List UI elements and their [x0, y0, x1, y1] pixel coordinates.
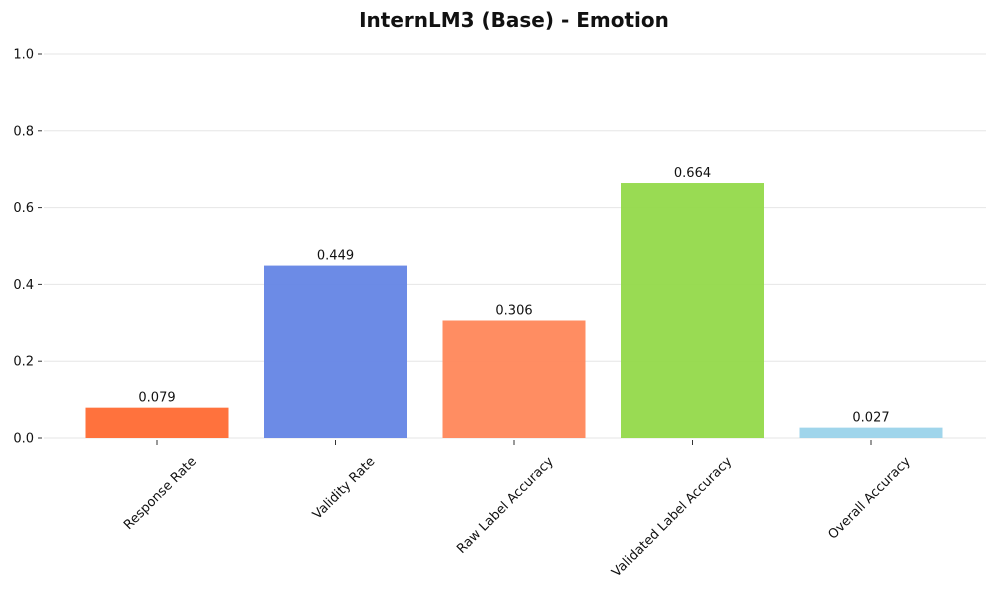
bar	[621, 183, 764, 438]
y-tick-label: 0.4	[13, 278, 34, 293]
y-tick-label: 0.2	[13, 355, 34, 370]
bar	[85, 407, 229, 438]
y-axis: 0.0 0.2 0.4 0.6 0.8 1.0	[13, 48, 42, 447]
x-tick-label: Validity Rate	[310, 454, 378, 522]
chart-title: InternLM3 (Base) - Emotion	[359, 8, 669, 32]
value-label: 0.664	[674, 166, 711, 181]
bar-layer	[85, 183, 943, 438]
bar	[799, 427, 943, 438]
x-tick-label: Overall Accuracy	[825, 454, 914, 543]
x-tick-label: Validated Label Accuracy	[609, 454, 735, 580]
y-tick-label: 0.0	[13, 432, 34, 447]
value-label: 0.306	[495, 303, 532, 318]
x-tick-label: Response Rate	[121, 454, 200, 533]
value-label: 0.449	[317, 249, 354, 264]
y-tick-label: 0.8	[13, 124, 34, 139]
x-tick-label: Raw Label Accuracy	[454, 454, 557, 557]
bar	[442, 320, 586, 438]
x-axis: Response Rate Validity Rate Raw Label Accu…	[121, 440, 914, 580]
y-tick-label: 0.6	[13, 201, 34, 216]
value-label: 0.079	[138, 391, 175, 406]
value-label-layer: 0.079 0.449 0.306 0.664 0.027	[138, 166, 889, 426]
value-label: 0.027	[852, 411, 889, 426]
bar	[264, 265, 407, 438]
y-tick-label: 1.0	[13, 48, 34, 63]
